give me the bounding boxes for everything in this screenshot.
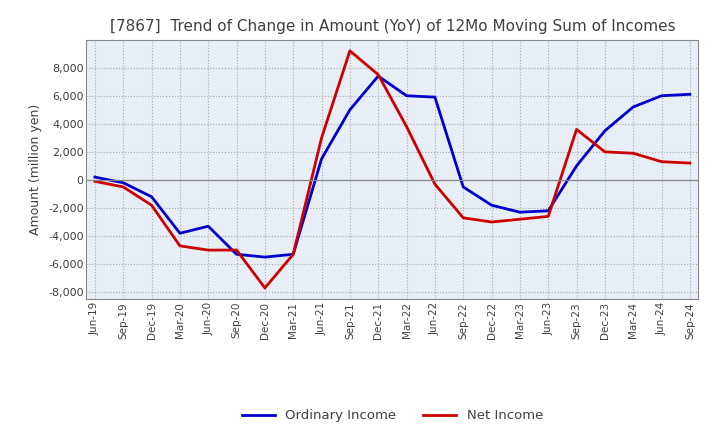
Ordinary Income — [487, 202, 496, 208]
Ordinary Income — [459, 184, 467, 190]
Net Income — [544, 214, 552, 219]
Ordinary Income — [91, 175, 99, 180]
Net Income — [318, 135, 326, 140]
Net Income — [459, 215, 467, 220]
Net Income — [91, 179, 99, 184]
Ordinary Income — [204, 224, 212, 229]
Net Income — [374, 72, 382, 77]
Line: Net Income: Net Income — [95, 51, 690, 288]
Ordinary Income — [544, 208, 552, 213]
Ordinary Income — [657, 93, 666, 99]
Ordinary Income — [402, 93, 411, 99]
Net Income — [487, 220, 496, 225]
Net Income — [657, 159, 666, 164]
Ordinary Income — [572, 163, 581, 169]
Net Income — [629, 150, 637, 156]
Net Income — [346, 48, 354, 54]
Net Income — [685, 161, 694, 166]
Net Income — [148, 202, 156, 208]
Net Income — [289, 252, 297, 257]
Ordinary Income — [318, 156, 326, 161]
Legend: Ordinary Income, Net Income: Ordinary Income, Net Income — [237, 404, 548, 428]
Net Income — [176, 243, 184, 249]
Ordinary Income — [176, 231, 184, 236]
Ordinary Income — [685, 92, 694, 97]
Ordinary Income — [374, 73, 382, 79]
Ordinary Income — [261, 254, 269, 260]
Ordinary Income — [233, 252, 241, 257]
Net Income — [572, 127, 581, 132]
Ordinary Income — [289, 252, 297, 257]
Title: [7867]  Trend of Change in Amount (YoY) of 12Mo Moving Sum of Incomes: [7867] Trend of Change in Amount (YoY) o… — [109, 19, 675, 34]
Net Income — [600, 149, 609, 154]
Ordinary Income — [629, 104, 637, 110]
Ordinary Income — [148, 194, 156, 199]
Net Income — [119, 184, 127, 190]
Ordinary Income — [119, 180, 127, 185]
Net Income — [233, 247, 241, 253]
Ordinary Income — [516, 209, 524, 215]
Ordinary Income — [346, 107, 354, 112]
Ordinary Income — [431, 95, 439, 100]
Net Income — [402, 124, 411, 129]
Ordinary Income — [600, 128, 609, 133]
Y-axis label: Amount (million yen): Amount (million yen) — [30, 104, 42, 235]
Line: Ordinary Income: Ordinary Income — [95, 76, 690, 257]
Net Income — [261, 285, 269, 290]
Net Income — [516, 216, 524, 222]
Net Income — [431, 181, 439, 187]
Net Income — [204, 247, 212, 253]
